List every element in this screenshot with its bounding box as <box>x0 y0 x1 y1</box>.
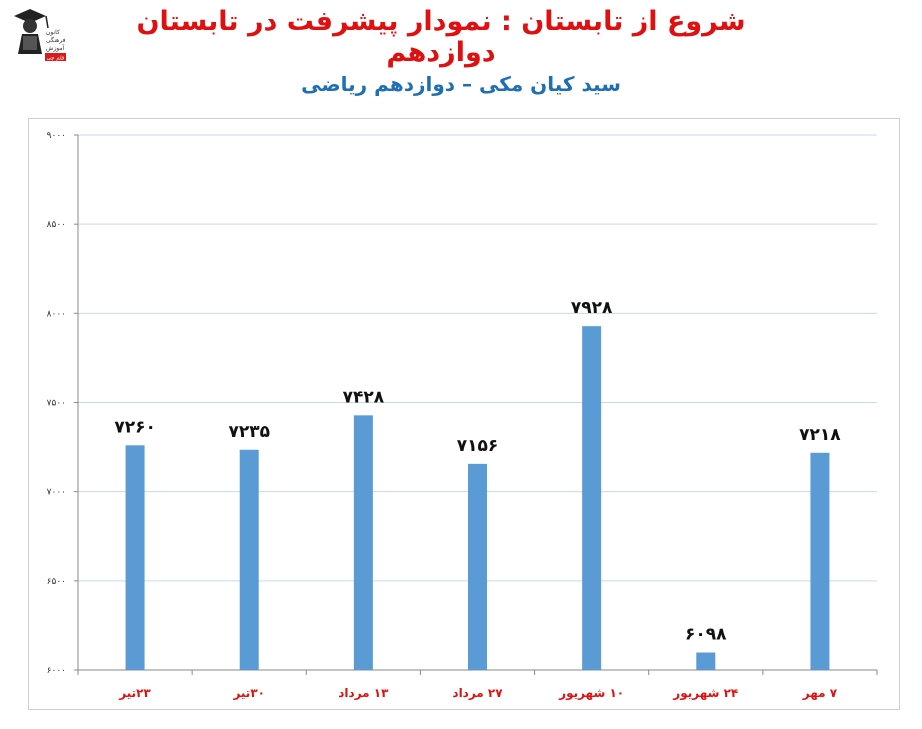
y-tick-label: ۷۵۰۰ <box>47 399 66 409</box>
logo-text-2: فرهنگی <box>46 36 66 44</box>
y-tick-label: ۶۵۰۰ <box>47 577 66 587</box>
bar-value-label: ۷۱۵۶ <box>457 436 499 456</box>
bar-value-label: ۷۴۲۸ <box>343 387 385 407</box>
bar <box>468 463 487 670</box>
category-label: ۱۳ مرداد <box>338 686 389 700</box>
logo-text-1: کانون <box>46 29 60 36</box>
logo: کانون فرهنگی آموزش قلم چی <box>10 4 68 62</box>
chart-frame <box>28 118 900 710</box>
logo-text-3: آموزش <box>46 43 65 52</box>
bar-value-label: ۶۰۹۸ <box>685 625 727 645</box>
category-label: ۲۴ شهریور <box>672 686 738 701</box>
category-label: ۷ مهر <box>802 686 838 700</box>
category-label: ۲۳تیر <box>118 686 151 700</box>
bar-value-label: ۷۲۳۵ <box>228 422 270 442</box>
y-tick-label: ۹۰۰۰ <box>47 131 66 141</box>
y-tick-label: ۸۵۰۰ <box>47 220 66 230</box>
bar <box>125 445 145 670</box>
y-tick-label: ۶۰۰۰ <box>47 666 66 676</box>
category-label: ۱۰ شهریور <box>558 686 624 701</box>
bar-value-label: ۷۲۶۰ <box>114 417 156 437</box>
bar <box>696 652 716 670</box>
logo-badge: قلم چی <box>47 56 65 62</box>
graduate-logo-icon: کانون فرهنگی آموزش قلم چی <box>10 4 68 62</box>
page-title: شروع از تابستان : نمودار پیشرفت در تابست… <box>136 6 746 68</box>
page-subtitle: سید کیان مکی – دوازدهم ریاضی <box>301 72 621 96</box>
bar <box>353 415 373 670</box>
bar <box>810 452 830 670</box>
bar-value-label: ۷۲۱۸ <box>799 425 841 445</box>
bar <box>239 449 259 670</box>
bar <box>582 326 602 670</box>
y-tick-label: ۸۰۰۰ <box>47 309 66 319</box>
bar-value-label: ۷۹۲۸ <box>571 298 613 318</box>
y-tick-label: ۷۰۰۰ <box>47 488 66 498</box>
category-label: ۲۷ مرداد <box>452 686 503 700</box>
category-label: ۳۰تیر <box>232 686 265 700</box>
